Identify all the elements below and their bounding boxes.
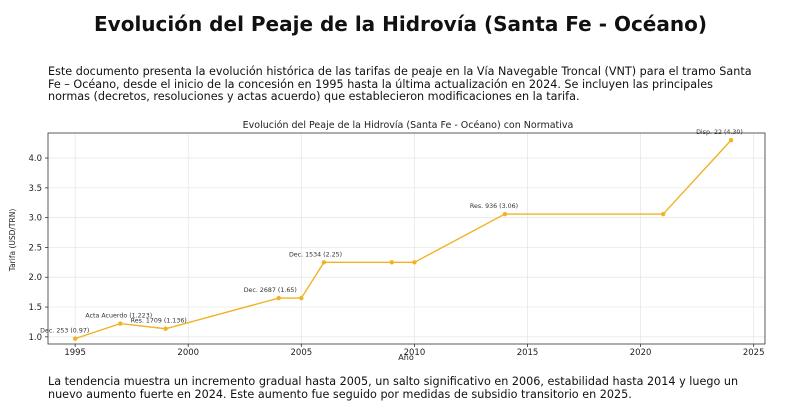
y-tick-label: 4.0 [28,154,42,164]
y-tick-label: 1.0 [28,333,42,343]
series-layer [72,137,734,341]
x-tick-label: 2015 [517,348,539,358]
series-line [74,139,732,340]
conclusion-paragraph: La tendencia muestra un incremento gradu… [48,375,739,401]
annotation-label: Disp. 22 (4.30) [696,129,743,136]
intro-paragraph: Este documento presenta la evolución his… [48,65,752,103]
x-tick-label: 2000 [177,348,199,358]
grid-lines [48,133,765,344]
x-tick-label: 2025 [743,348,765,358]
data-point [163,326,168,331]
data-point [118,321,123,326]
axis-ticks: 1995 2000 2005 2010 2015 2020 2025 1.0 1.5 2.0 2.5… [28,154,764,358]
annotation-label: Acta Acuerdo (1.223) [85,313,152,320]
document-title: Evolución del Peaje de la Hidrovía (Sant… [94,12,707,36]
x-tick-label: 2010 [404,348,426,358]
annotation-label: Res. 936 (3.06) [470,203,518,210]
data-point [389,260,394,265]
x-axis-label: Año [398,353,414,362]
annotation-label: Dec. 253 (0.97) [40,328,89,335]
annotation-layer: Dec. 253 (0.97)Acta Acuerdo (1.223)Res. … [40,129,743,334]
plot-frame [47,132,766,345]
y-tick-label: 2.0 [28,273,42,283]
annotation-label: Res. 1709 (1.136) [131,318,187,325]
y-axis-label: Tarifa (USD/TRN) [8,209,17,273]
annotation-label: Dec. 1534 (2.25) [289,251,342,258]
y-tick-label: 3.0 [28,214,42,224]
y-tick-label: 2.5 [28,243,42,253]
data-point [299,295,304,301]
x-tick-label: 1995 [64,348,86,358]
x-tick-label: 2020 [630,348,652,358]
chart-title: Evolución del Peaje de la Hidrovía (Sant… [243,120,574,131]
data-point [72,336,78,341]
x-tick-label: 2005 [291,348,313,358]
data-point [321,260,327,265]
data-point [276,295,281,301]
data-point [728,137,734,143]
data-point [502,211,508,217]
y-tick-label: 1.5 [28,303,42,313]
annotation-label: Dec. 2687 (1.65) [244,287,297,294]
data-point [661,211,666,217]
y-tick-label: 3.5 [28,184,42,194]
data-point [412,260,417,265]
